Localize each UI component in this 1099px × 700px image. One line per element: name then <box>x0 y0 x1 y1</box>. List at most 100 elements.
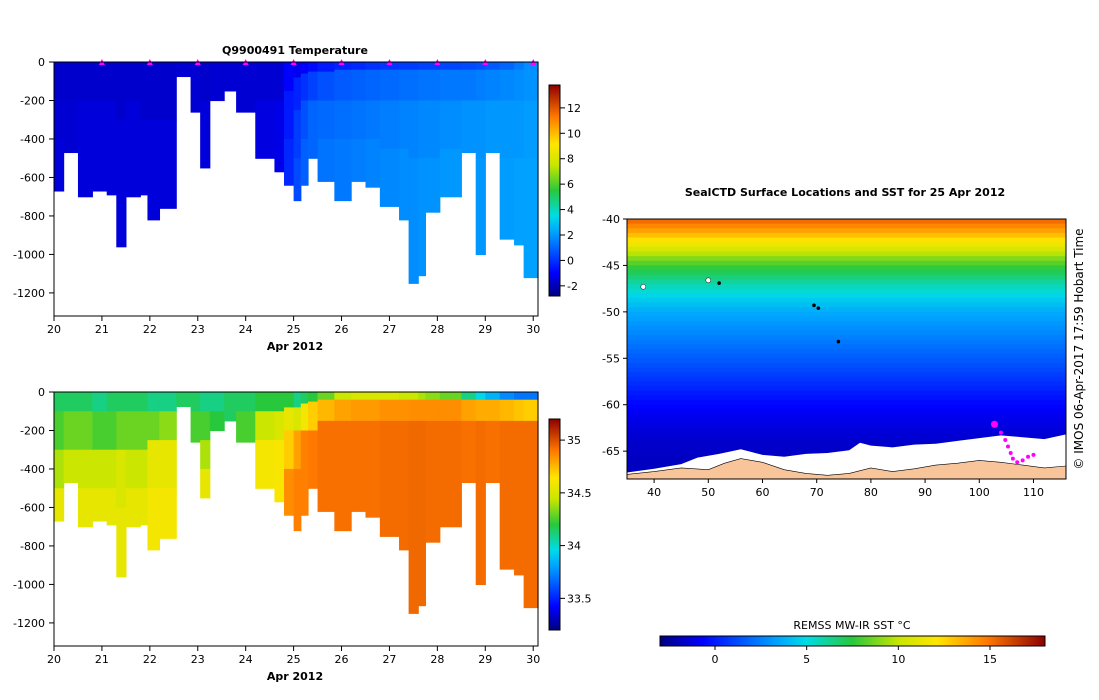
profile-cell <box>92 392 108 412</box>
profile-cell <box>475 158 486 256</box>
salinity-colorbar-ticks: 33.5 34 34.5 35 <box>560 434 592 605</box>
sst-band <box>627 376 1066 382</box>
profile-cell <box>408 392 419 401</box>
sst-band <box>627 237 1066 243</box>
profile-cell <box>399 148 410 221</box>
x-tick-label: 28 <box>430 323 444 336</box>
colorbar-tick-label: 8 <box>567 153 574 166</box>
profile-cell <box>54 449 65 489</box>
profile-cell <box>147 488 161 551</box>
profile-cell <box>54 411 65 451</box>
profile-cell <box>190 62 201 113</box>
profile-cell <box>317 71 335 102</box>
sst-band <box>627 400 1066 406</box>
sst-band <box>627 414 1066 420</box>
profile-cell <box>140 119 149 196</box>
profile-cell <box>116 119 127 248</box>
y-tick-label: -65 <box>602 445 620 458</box>
track-point <box>1006 444 1011 449</box>
profile-cell <box>439 392 462 401</box>
temperature-y-axis: 0 -200 -400 -600 -800 -1000 -1200 <box>13 56 54 300</box>
profile-cell <box>317 100 335 140</box>
profile-cell <box>365 392 381 401</box>
profile-cell <box>485 62 501 71</box>
profile-cell <box>439 62 462 71</box>
profile-cell <box>307 62 319 73</box>
profile-cell <box>523 392 539 401</box>
sst-band <box>627 446 1066 452</box>
colorbar-tick-label: 2 <box>567 229 574 242</box>
profile-cell <box>307 71 319 102</box>
y-tick-label: -400 <box>20 463 45 476</box>
track-point <box>1010 456 1015 461</box>
profile-cell <box>147 62 161 121</box>
profile-cell <box>116 62 127 121</box>
profile-cell <box>485 420 501 484</box>
profile-cell <box>475 100 486 159</box>
profile-cell <box>351 399 367 422</box>
x-tick-label: 100 <box>969 486 990 499</box>
black-float-marker <box>717 281 721 285</box>
x-tick-label: 29 <box>478 323 492 336</box>
sst-bands <box>627 219 1066 479</box>
sst-band <box>627 219 1066 225</box>
profile-cell <box>54 488 65 522</box>
x-tick-label: 20 <box>47 323 61 336</box>
profile-cell <box>317 399 335 422</box>
temperature-colorbar <box>548 84 561 297</box>
sst-colorbar-title: REMSS MW-IR SST °C <box>793 619 911 632</box>
x-tick-label: 24 <box>239 653 253 666</box>
sst-band <box>627 372 1066 378</box>
sst-band <box>627 432 1066 438</box>
sst-band <box>627 423 1066 429</box>
profile-cell <box>125 62 141 102</box>
sst-band <box>627 228 1066 234</box>
sst-band <box>627 325 1066 331</box>
profile-cell <box>334 399 352 422</box>
map-title: SealCTD Surface Locations and SST for 25… <box>685 186 1005 199</box>
profile-cell <box>200 392 211 412</box>
profile-cell <box>425 399 441 422</box>
colorbar-tick-label: 12 <box>567 102 581 115</box>
profile-cell <box>300 138 309 186</box>
profile-cell <box>418 399 426 422</box>
sst-band <box>627 339 1066 345</box>
sea-ice <box>627 434 1066 479</box>
profile-cell <box>274 440 285 503</box>
profile-cell <box>351 100 367 140</box>
profile-cell <box>461 392 477 401</box>
profile-cell <box>475 392 486 401</box>
profile-cell <box>209 392 225 412</box>
profile-cell <box>351 138 367 182</box>
y-tick-label: -200 <box>20 94 45 107</box>
profile-cell <box>190 392 201 412</box>
profile-cell <box>92 488 108 522</box>
colorbar-tick-label: 34 <box>567 540 581 553</box>
profile-cell <box>116 392 127 412</box>
y-tick-label: -55 <box>602 352 620 365</box>
profile-cell <box>106 488 117 526</box>
profile-cell <box>92 411 108 451</box>
profile-cell <box>418 69 426 102</box>
sst-band <box>627 353 1066 359</box>
temperature-x-label: Apr 2012 <box>267 340 323 353</box>
white-float-marker <box>705 277 712 284</box>
profile-cell <box>365 420 381 518</box>
track-point <box>1020 458 1025 463</box>
profile-cell <box>106 62 117 102</box>
profile-cell <box>379 399 400 422</box>
profile-cell <box>116 411 127 451</box>
salinity-colorbar <box>548 418 561 631</box>
profile-cell <box>92 100 108 192</box>
y-tick-label: -400 <box>20 133 45 146</box>
profile-cell <box>77 411 93 451</box>
temperature-axes-frame <box>53 61 539 317</box>
profile-cell <box>499 420 515 570</box>
x-tick-label: 25 <box>287 323 301 336</box>
x-tick-label: 80 <box>864 486 878 499</box>
profile-cell <box>255 392 276 412</box>
profile-cell <box>399 62 410 71</box>
profile-cell <box>485 69 501 102</box>
sst-band <box>627 418 1066 424</box>
colorbar-tick-label: 0 <box>567 254 574 267</box>
